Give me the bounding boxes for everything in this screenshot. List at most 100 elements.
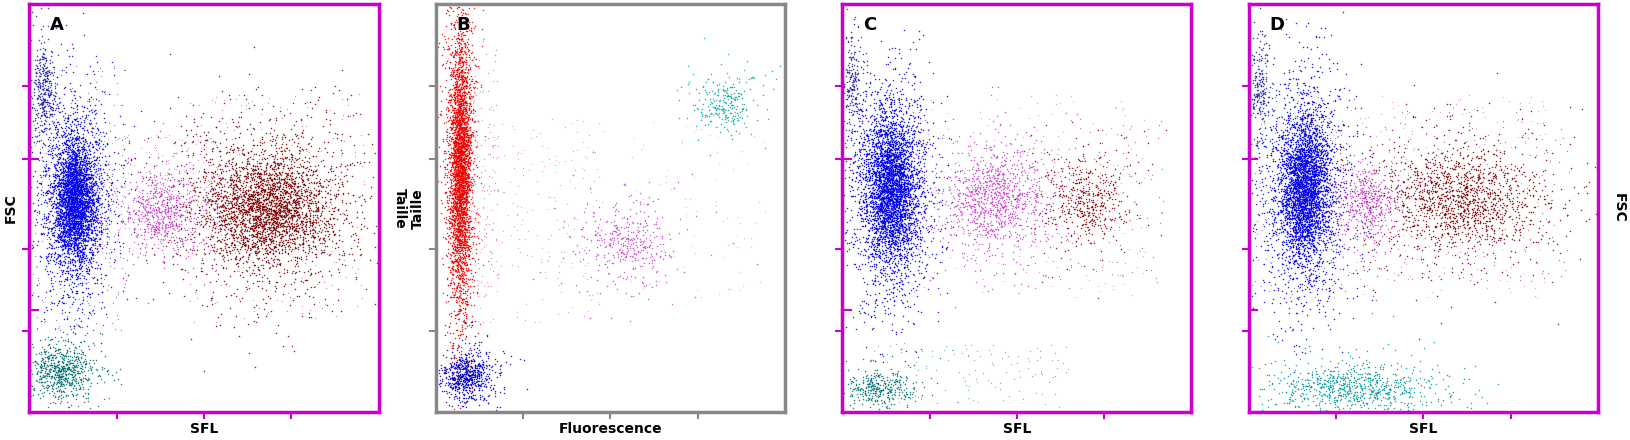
Point (893, 348, 919, 355)
Point (342, 275, 368, 282)
Point (73, 207, 99, 214)
Point (266, 173, 292, 180)
Point (1004, 165, 1030, 172)
Point (41, 198, 67, 205)
Point (1240, 103, 1267, 110)
Point (468, 368, 494, 375)
Point (1337, 244, 1363, 251)
Point (707, 128, 734, 136)
Point (197, 214, 223, 221)
Point (51, 352, 77, 359)
Point (1301, 224, 1327, 231)
Point (1338, 177, 1364, 184)
Point (450, 141, 476, 148)
Point (1035, 218, 1061, 225)
Point (60, 211, 86, 218)
Point (1356, 394, 1382, 401)
Point (445, 144, 471, 151)
Point (64, 178, 90, 185)
Point (443, 199, 469, 206)
Point (62, 191, 88, 198)
Point (872, 200, 898, 207)
Point (269, 216, 295, 223)
Point (28, 375, 54, 382)
Point (246, 155, 272, 162)
Point (26, 137, 52, 144)
Point (1376, 199, 1402, 206)
Point (1500, 195, 1526, 202)
Point (879, 119, 905, 126)
Point (874, 210, 900, 217)
Point (62, 189, 88, 196)
Point (866, 170, 892, 177)
Point (875, 388, 901, 395)
Point (999, 216, 1025, 223)
Point (222, 236, 248, 243)
Point (1413, 221, 1439, 228)
Point (1286, 252, 1312, 259)
Point (1522, 187, 1548, 194)
Point (885, 207, 911, 214)
Point (194, 169, 220, 176)
Point (888, 271, 914, 279)
Point (1312, 169, 1338, 176)
Point (64, 183, 90, 190)
Point (883, 162, 910, 169)
Point (430, 158, 456, 165)
Point (1314, 179, 1340, 186)
Point (468, 392, 494, 399)
Point (1276, 184, 1302, 191)
Point (258, 245, 284, 252)
Point (1319, 200, 1345, 207)
Point (42, 258, 68, 265)
Point (611, 182, 637, 189)
Point (443, 191, 469, 198)
Point (1503, 116, 1529, 123)
Point (214, 149, 240, 156)
Point (88, 173, 114, 180)
Point (72, 161, 98, 169)
Point (859, 119, 885, 126)
Point (1291, 193, 1317, 200)
Point (843, 234, 869, 241)
Point (440, 173, 466, 180)
Point (854, 176, 880, 183)
Point (849, 120, 875, 127)
Point (616, 224, 642, 231)
Point (212, 207, 238, 214)
Point (41, 230, 67, 237)
Point (1395, 163, 1421, 170)
Point (468, 235, 494, 242)
Point (1483, 215, 1509, 222)
Point (59, 371, 85, 378)
Point (114, 204, 140, 211)
Point (254, 160, 280, 167)
Point (248, 110, 274, 117)
Point (1454, 248, 1480, 255)
Point (274, 217, 300, 224)
Point (442, 380, 468, 387)
Point (1278, 138, 1304, 145)
Point (1293, 228, 1319, 235)
Point (1280, 185, 1306, 192)
Point (890, 197, 916, 204)
Point (883, 145, 910, 152)
Point (1314, 387, 1340, 394)
Point (67, 170, 93, 177)
Point (452, 32, 478, 39)
Point (447, 172, 473, 179)
Point (919, 200, 945, 207)
Point (851, 160, 877, 167)
Point (1053, 344, 1079, 351)
Point (903, 169, 929, 176)
Point (1288, 196, 1314, 203)
Point (209, 230, 235, 237)
Point (885, 181, 911, 188)
Point (452, 106, 478, 113)
Point (903, 388, 929, 395)
Point (1073, 221, 1099, 228)
Point (1293, 177, 1319, 184)
Point (49, 246, 75, 253)
Point (1296, 196, 1322, 203)
Point (243, 170, 269, 177)
